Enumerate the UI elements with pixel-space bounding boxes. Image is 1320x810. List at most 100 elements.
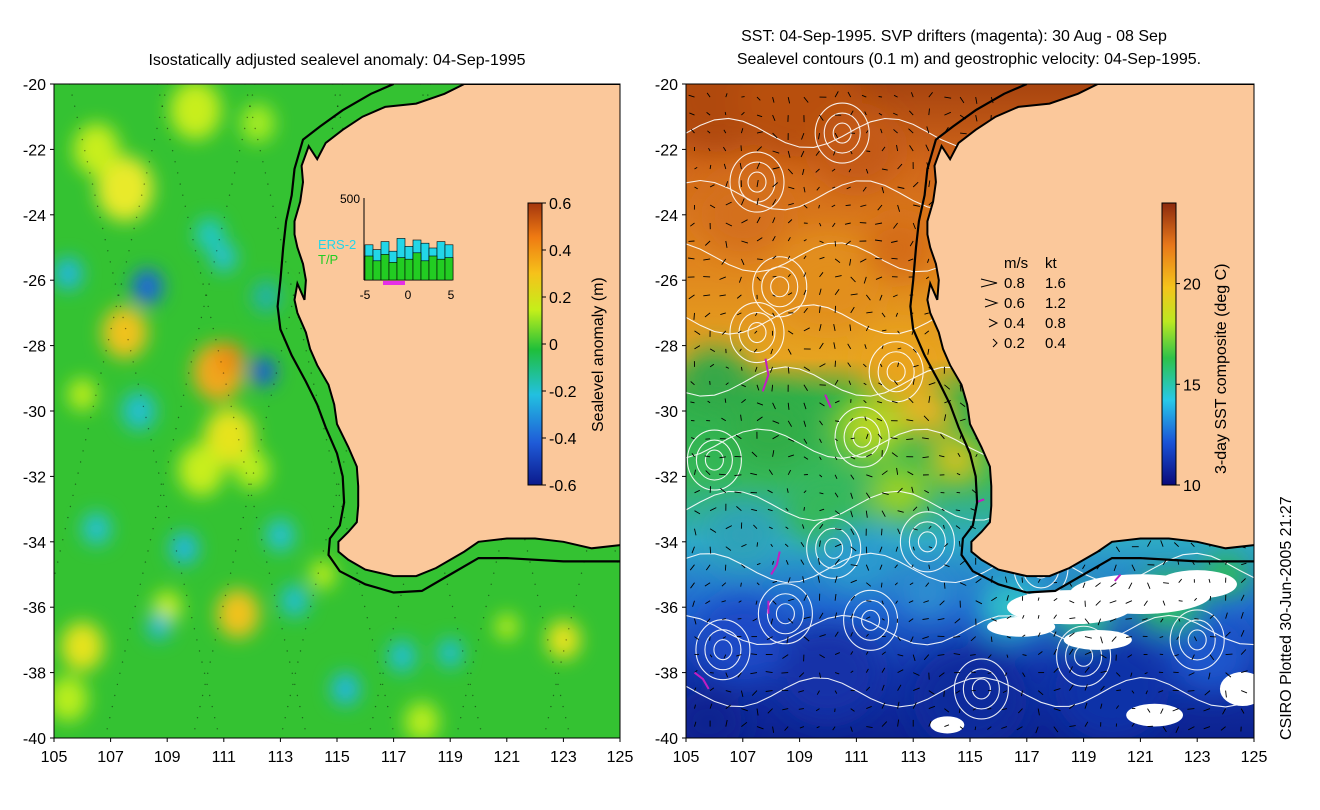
track-dot (291, 305, 293, 308)
track-dot (302, 339, 305, 341)
velocity-arrow (913, 528, 918, 531)
velocity-arrow (959, 726, 964, 730)
y-tick-label: -22 (23, 142, 46, 159)
velocity-arrow (861, 94, 867, 98)
velocity-arrow (803, 384, 808, 391)
track-dot (459, 639, 461, 641)
track-dot (367, 739, 368, 740)
track-dot (109, 261, 112, 263)
velocity-legend-header-kt: kt (1045, 255, 1058, 272)
track-dot (570, 739, 571, 740)
track-dot (146, 172, 148, 174)
velocity-arrow (801, 524, 805, 529)
velocity-arrow (940, 433, 945, 440)
velocity-arrow (844, 222, 851, 225)
velocity-arrow (959, 384, 962, 392)
track-dot (135, 216, 138, 219)
velocity-arrow (819, 114, 824, 121)
velocity-arrow (819, 612, 824, 619)
track-dot (372, 717, 374, 719)
velocity-arrow (689, 564, 695, 571)
left-colorbar-ramp (527, 202, 543, 486)
velocity-arrow (877, 401, 883, 404)
sealevel-contour-line (686, 552, 1254, 584)
colorbar-tick-label: 10 (1183, 478, 1201, 495)
velocity-arrow (1022, 654, 1027, 656)
track-dot (124, 327, 127, 330)
track-dot (156, 127, 158, 130)
velocity-arrow (738, 600, 742, 603)
velocity-arrow (849, 258, 852, 266)
velocity-arrow (908, 258, 914, 262)
track-dot (335, 494, 337, 497)
velocity-arrow (834, 438, 838, 442)
velocity-arrow (694, 721, 697, 727)
velocity-arrow (912, 506, 918, 512)
track-dot (193, 628, 196, 630)
velocity-arrow (785, 526, 789, 530)
velocity-arrow (1174, 654, 1179, 657)
velocity-arrow (725, 672, 729, 678)
velocity-arrow (1022, 634, 1026, 637)
velocity-arrow (860, 204, 867, 208)
velocity-arrow (928, 180, 931, 188)
velocity-arrow (1209, 614, 1215, 619)
velocity-arrow (819, 306, 821, 313)
velocity-arrow (741, 399, 746, 404)
left-colorbar-ticks: 0.6 0.4 0.2 0 -0.2 -0.4 -0.6 (542, 196, 577, 495)
velocity-arrow (1100, 636, 1103, 644)
velocity-arrow (738, 276, 742, 283)
track-dot (469, 683, 471, 686)
track-dot (205, 294, 208, 296)
velocity-arrow (909, 582, 914, 586)
track-dot (283, 639, 286, 641)
track-dot (268, 572, 271, 574)
track-dot (462, 650, 464, 652)
velocity-arrow (879, 294, 883, 301)
velocity-arrow (772, 275, 777, 278)
track-dot (69, 505, 72, 508)
velocity-arrow (720, 487, 727, 494)
velocity-arrow (912, 181, 919, 188)
velocity-arrow (756, 237, 763, 242)
velocity-arrow (708, 147, 711, 152)
velocity-arrow (908, 110, 914, 116)
track-dot (222, 605, 224, 608)
y-tick-label: -40 (655, 731, 678, 748)
colorbar-tick-label: -0.2 (549, 384, 577, 401)
colorbar-tick-label: 20 (1183, 277, 1201, 294)
velocity-arrow (803, 272, 807, 278)
y-tick-label: -38 (655, 666, 678, 683)
track-dot (170, 450, 172, 452)
velocity-arrow (694, 345, 701, 350)
track-dot (205, 294, 207, 296)
velocity-arrow (908, 397, 914, 404)
track-dot (330, 461, 333, 463)
track-dot (189, 227, 192, 230)
track-dot (278, 617, 281, 619)
velocity-arrow (1082, 582, 1086, 589)
velocity-arrow (866, 616, 871, 620)
colorbar-tick-label: 0.4 (549, 243, 571, 260)
track-dot (64, 528, 67, 530)
velocity-arrow (1053, 688, 1061, 692)
velocity-arrow (850, 546, 857, 552)
velocity-arrow (1082, 564, 1086, 570)
velocity-arrow (895, 312, 899, 317)
velocity-arrow (1240, 630, 1245, 637)
velocity-arrow (724, 398, 727, 403)
velocity-arrow (781, 672, 789, 674)
velocity-arrow (706, 92, 711, 98)
velocity-arrow (1001, 708, 1007, 711)
track-dot (294, 672, 297, 674)
track-dot (159, 94, 161, 96)
velocity-arrow (987, 654, 992, 659)
velocity-arrow (897, 510, 904, 513)
drifter-track (824, 394, 832, 409)
velocity-arrow (784, 543, 789, 548)
velocity-arrow (1147, 540, 1152, 547)
velocity-arrow (846, 186, 851, 190)
inset-bar-tp (396, 257, 406, 281)
velocity-arrow (741, 564, 746, 569)
y-tick-label: -20 (655, 77, 678, 94)
